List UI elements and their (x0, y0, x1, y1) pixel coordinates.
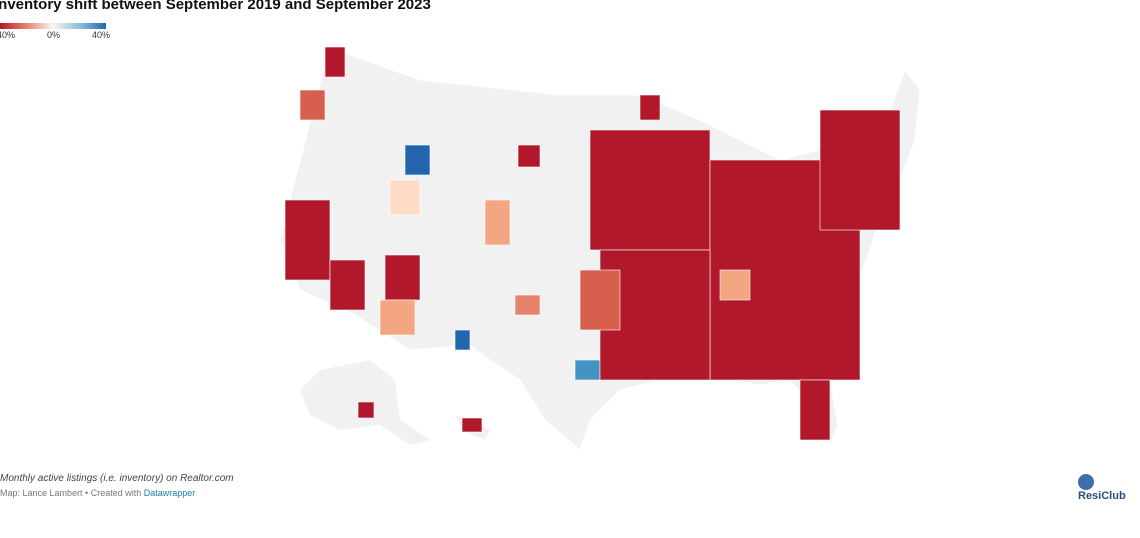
metro-area (461, 417, 483, 433)
metro-area (284, 199, 331, 281)
metro-area (484, 199, 511, 246)
metro-area (639, 94, 661, 121)
metro-area (329, 259, 366, 311)
metro-area (517, 144, 541, 168)
metro-area (454, 329, 471, 351)
metro-area (379, 299, 416, 336)
metro-area (357, 401, 375, 419)
metro-area (799, 379, 831, 441)
legend-label: 0% (47, 30, 61, 40)
metro-area (819, 109, 901, 231)
title: Inventory shift between September 2019 a… (0, 0, 431, 13)
metro-area (574, 359, 601, 381)
metro-areas (284, 46, 901, 441)
credit-link[interactable]: Datawrapper (143, 488, 196, 498)
metro-area (579, 269, 621, 331)
metro-area (299, 89, 326, 121)
metro-area (404, 144, 431, 176)
metro-area (719, 269, 751, 301)
logo: ResiClub (1078, 474, 1140, 502)
legend-label: 40% (92, 30, 111, 40)
source-note: Monthly active listings (i.e. inventory)… (0, 473, 234, 484)
legend-scale (0, 23, 106, 29)
logo-icon (1078, 474, 1094, 490)
metro-area (324, 46, 346, 78)
metro-area (589, 129, 711, 251)
metro-area (514, 294, 541, 316)
metro-area (389, 179, 421, 216)
credit: Map: Lance Lambert • Created with Datawr… (0, 488, 195, 498)
credit-text: Map: Lance Lambert • Created with (0, 488, 142, 498)
legend-label: -40% (0, 30, 16, 40)
metro-area (384, 254, 421, 301)
logo-text: ResiClub (1078, 490, 1126, 502)
